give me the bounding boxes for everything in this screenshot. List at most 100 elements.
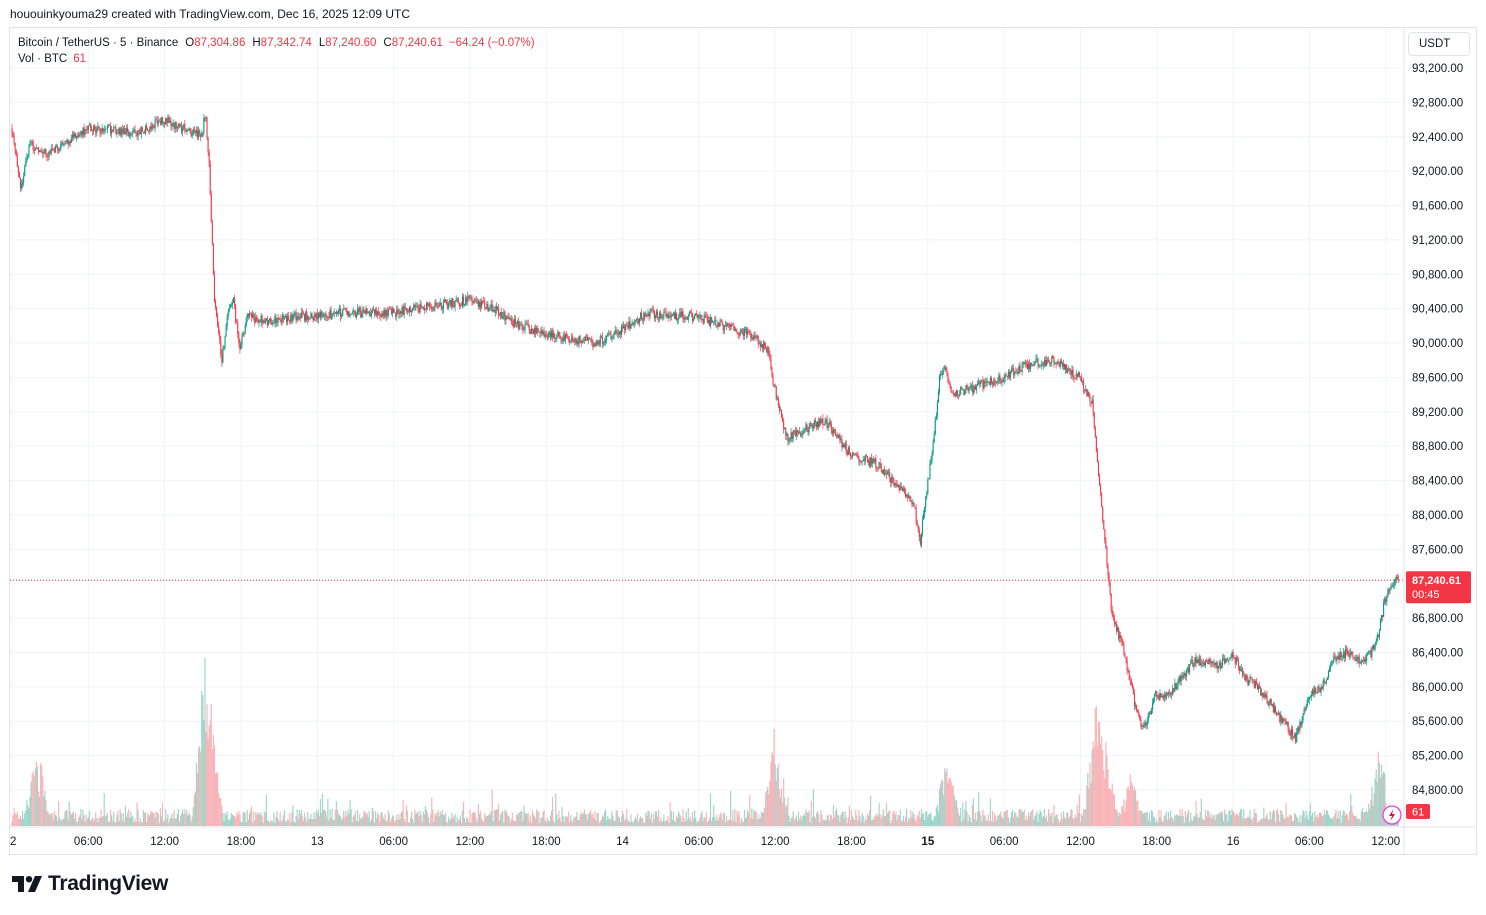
candle-body [1363, 659, 1366, 661]
candle-body [1118, 627, 1120, 639]
volume-bar [267, 820, 270, 826]
volume-bar [1034, 815, 1036, 826]
volume-bar [890, 822, 892, 826]
candle-body [621, 326, 624, 329]
candle-body [1174, 683, 1176, 692]
volume-bar [859, 816, 861, 826]
volume-bar [568, 822, 571, 826]
volume-bar [16, 811, 18, 826]
candle-body [690, 312, 692, 314]
candle-body [29, 142, 31, 147]
candle-body [935, 415, 937, 420]
candle-body [1210, 661, 1212, 664]
volume-bar [360, 818, 362, 826]
volume-bar [458, 819, 460, 826]
candle-body [615, 330, 617, 334]
tradingview-logo[interactable]: TradingView [12, 872, 168, 896]
candle-body [649, 309, 651, 317]
candle-body [259, 320, 261, 323]
volume-bar [1159, 816, 1161, 826]
price-tick-label: 91,200.00 [1412, 235, 1463, 247]
candle-body [345, 308, 347, 311]
volume-bar [1269, 811, 1271, 826]
volume-bar [1039, 809, 1041, 826]
volume-bar [467, 818, 469, 826]
volume-bar [259, 814, 261, 826]
candle-body [1123, 645, 1125, 654]
candle-body [1126, 659, 1128, 671]
candle-body [318, 313, 320, 318]
candle-body [102, 128, 104, 132]
candle-body [999, 375, 1001, 383]
volume-label[interactable]: Vol · BTC [18, 53, 68, 65]
volume-bar [1363, 812, 1366, 826]
candle-body [360, 308, 362, 318]
candle-body [1358, 656, 1360, 664]
volume-bar [1028, 816, 1031, 826]
candle-body [470, 297, 472, 298]
candle-body [1338, 655, 1340, 661]
volume-bar [837, 814, 839, 826]
candle-body [168, 117, 170, 123]
candle-body [575, 338, 577, 344]
candle-body [1031, 362, 1033, 366]
candle-body [750, 332, 752, 339]
volume-bar [1234, 815, 1236, 826]
volume-bar [840, 814, 842, 826]
candle-body [571, 336, 573, 342]
volume-bar [1271, 812, 1273, 826]
candle-body [1129, 679, 1131, 682]
candle-body [189, 128, 191, 132]
candle-body [151, 125, 153, 130]
candle-body [849, 453, 851, 457]
candle-body [1333, 656, 1335, 662]
volume-bar [1181, 808, 1183, 826]
candle-body [1039, 364, 1041, 366]
candle-body [677, 319, 679, 321]
lightning-icon[interactable] [1382, 805, 1402, 825]
volume-bar [1005, 810, 1007, 826]
candle-body [98, 126, 100, 128]
candle-body [320, 312, 323, 317]
volume-bar [1025, 815, 1028, 826]
candle-body [210, 194, 212, 223]
volume-bar [611, 811, 613, 826]
candle-body [111, 129, 113, 134]
volume-bar [293, 821, 295, 826]
candle-body [395, 312, 397, 317]
candle-body [404, 306, 406, 309]
price-tick-label: 93,200.00 [1412, 63, 1463, 75]
grid [10, 28, 1476, 854]
volume-bar [1330, 818, 1332, 826]
volume-bar [229, 818, 231, 826]
candle-body [79, 134, 81, 135]
volume-bar [86, 818, 88, 826]
candle-body [58, 149, 60, 151]
volume-bar [503, 822, 505, 826]
volume-bar [232, 815, 235, 826]
candle-body [588, 338, 590, 341]
candle-body [95, 129, 97, 133]
symbol-name[interactable]: Bitcoin / TetherUS · 5 · Binance [18, 37, 179, 49]
candle-body [1278, 713, 1280, 715]
volume-bar [1376, 782, 1378, 826]
volume-bar [386, 820, 388, 826]
volume-bar [851, 816, 854, 826]
high-label: H [252, 37, 261, 49]
candle-body [746, 328, 748, 335]
candle-body [475, 299, 477, 301]
volume-bar [804, 816, 806, 826]
volume-bar [478, 813, 481, 826]
candle-body [1040, 364, 1042, 366]
currency-button[interactable]: USDT [1408, 32, 1470, 56]
candle-body [597, 341, 599, 345]
volume-bar [1254, 812, 1256, 826]
volume-bar [139, 817, 141, 826]
candle-body [391, 308, 394, 314]
candle-body [438, 305, 440, 308]
volume-bar [1123, 799, 1125, 826]
volume-bar [1331, 818, 1333, 826]
volume-bar [1208, 811, 1210, 826]
candle-body [146, 125, 148, 129]
